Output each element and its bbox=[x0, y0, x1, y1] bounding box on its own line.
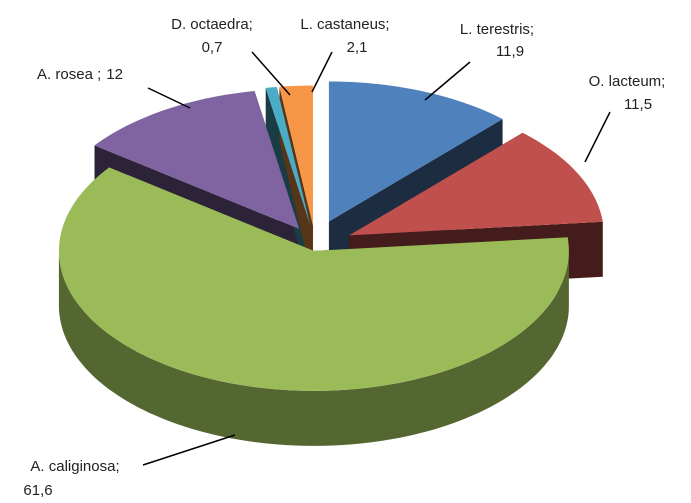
slice bbox=[349, 132, 603, 236]
leader-line bbox=[251, 51, 291, 96]
slice bbox=[328, 81, 503, 222]
leader-line bbox=[584, 111, 611, 163]
slice bbox=[59, 167, 569, 391]
leader-line bbox=[424, 61, 471, 101]
slice bbox=[265, 87, 311, 226]
slice-label: O. lacteum; bbox=[589, 73, 666, 90]
leader-line bbox=[147, 87, 191, 109]
slice-label: D. octaedra; bbox=[171, 16, 253, 33]
slice-label: A. rosea ; 12 bbox=[37, 66, 123, 83]
value-label: 11,5 bbox=[624, 96, 652, 113]
value-label: 12 bbox=[106, 66, 123, 83]
slice-label: A. caliginosa; bbox=[30, 458, 119, 475]
slice bbox=[279, 85, 313, 226]
value-label: 61,6 bbox=[23, 482, 52, 499]
leader-line bbox=[311, 51, 333, 93]
slice-label: A. rosea ; bbox=[37, 66, 101, 83]
slice-label: L. castaneus; bbox=[300, 16, 389, 33]
value-label: 0,7 bbox=[202, 39, 223, 56]
value-label: 2,1 bbox=[347, 39, 368, 56]
leader-line bbox=[142, 434, 236, 466]
slice-side bbox=[58, 250, 569, 446]
slice bbox=[94, 91, 300, 229]
value-label: 11,9 bbox=[496, 43, 524, 60]
slice-label: L. terestris; bbox=[460, 21, 534, 38]
